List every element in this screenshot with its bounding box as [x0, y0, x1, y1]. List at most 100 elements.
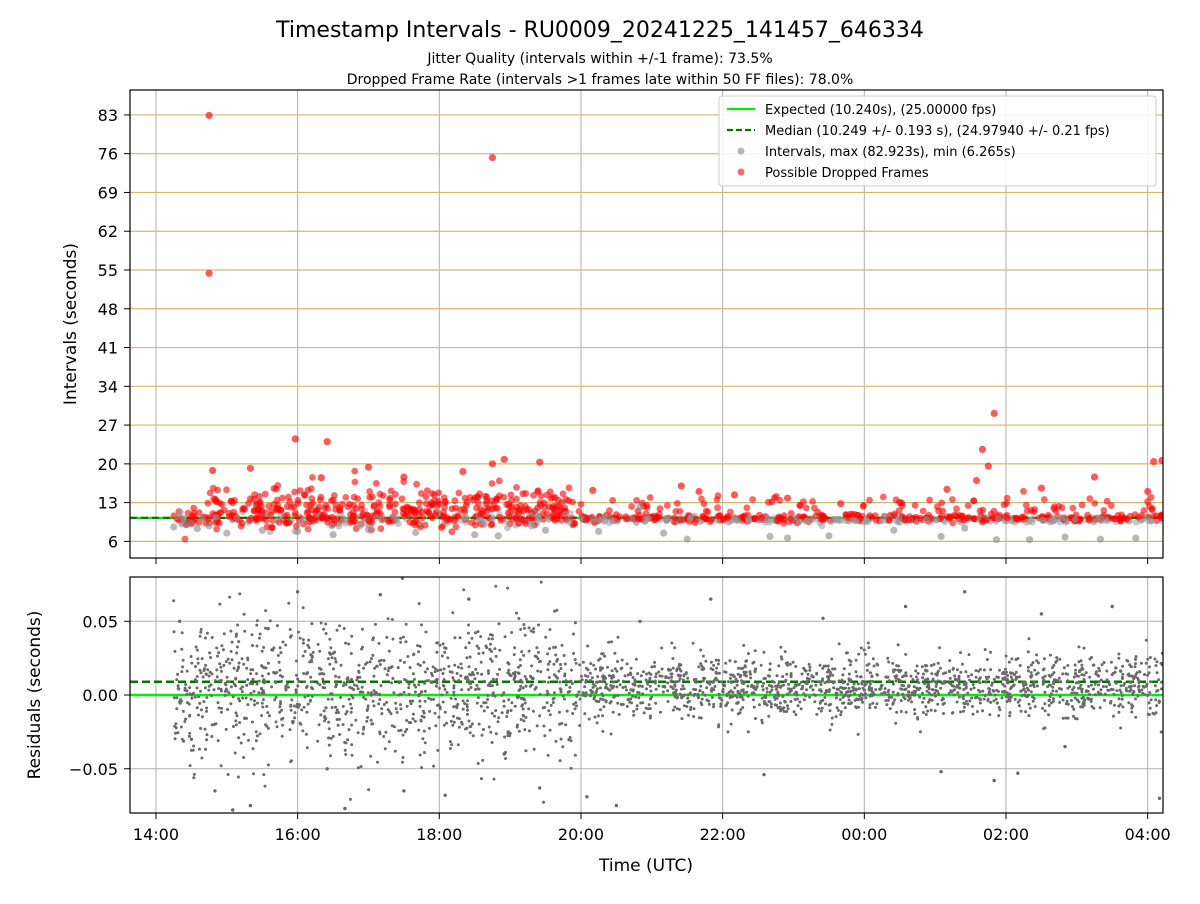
residual-cloud-point: [933, 663, 936, 666]
dropped-cloud-point: [185, 510, 192, 517]
residual-cloud-point: [925, 713, 928, 716]
residual-cloud-point: [306, 746, 309, 749]
residual-cloud-point: [864, 696, 867, 699]
residual-cloud-point: [561, 644, 564, 647]
interval-point: [495, 532, 502, 539]
residual-cloud-point: [784, 650, 787, 653]
residual-cloud-point: [1081, 706, 1084, 709]
residual-cloud-point: [901, 675, 904, 678]
interval-cloud-point: [566, 519, 573, 526]
residual-cloud-point: [323, 682, 326, 685]
residual-cloud-point: [439, 668, 442, 671]
interval-cloud-point: [567, 510, 574, 517]
residual-cloud-point: [431, 674, 434, 677]
residual-cloud-point: [935, 685, 938, 688]
residual-cloud-point: [844, 706, 847, 709]
dropped-cloud-point: [488, 522, 495, 529]
residual-cloud-point: [296, 703, 299, 706]
residual-cloud-point: [399, 641, 402, 644]
residual-cloud-point: [228, 662, 231, 665]
chart-subtitle-dropped: Dropped Frame Rate (intervals >1 frames …: [347, 72, 854, 88]
residual-cloud-point: [416, 644, 419, 647]
residual-cloud-point: [1078, 645, 1081, 648]
residual-cloud-point: [672, 709, 675, 712]
residual-cloud-point: [397, 729, 400, 732]
residual-cloud-point: [622, 686, 625, 689]
interval-point: [766, 533, 773, 540]
residual-cloud-point: [337, 724, 340, 727]
residual-cloud-point: [1131, 705, 1134, 708]
residual-cloud-point: [764, 677, 767, 680]
dropped-cloud-point: [429, 490, 436, 497]
residual-cloud-point: [519, 685, 522, 688]
residual-cloud-point: [218, 707, 221, 710]
residual-cloud-point: [1049, 654, 1052, 657]
residual-cloud-point: [635, 708, 638, 711]
residual-cloud-point: [1083, 647, 1086, 650]
residual-cloud-point: [528, 626, 531, 629]
residual-cloud-point: [388, 740, 391, 743]
residual-cloud-point: [496, 683, 499, 686]
residual-cloud-point: [592, 664, 595, 667]
residual-cloud-point: [501, 711, 504, 714]
residual-cloud-point: [892, 683, 895, 686]
interval-cloud-point: [504, 525, 511, 532]
dropped-cloud-point: [240, 505, 247, 512]
residual-cloud-point: [293, 716, 296, 719]
residual-cloud-point: [401, 761, 404, 764]
residual-cloud-point: [971, 705, 974, 708]
interval-point: [170, 523, 177, 530]
residual-cloud-point: [524, 634, 527, 637]
residual-cloud-point: [473, 677, 476, 680]
residual-cloud-point: [335, 680, 338, 683]
residual-cloud-point: [1094, 693, 1097, 696]
residual-cloud-point: [988, 713, 991, 716]
residual-cloud-point: [553, 610, 556, 613]
residual-cloud-point: [1074, 664, 1077, 667]
residual-cloud-point: [681, 684, 684, 687]
residual-cloud-point: [762, 688, 765, 691]
residual-cloud-point: [1070, 699, 1073, 702]
residual-cloud-point: [173, 725, 176, 728]
residual-cloud-point: [633, 678, 636, 681]
residual-cloud-point: [256, 619, 259, 622]
residual-cloud-point: [227, 691, 230, 694]
residual-cloud-point: [790, 688, 793, 691]
residual-cloud-point: [679, 693, 682, 696]
residual-cloud-point: [242, 756, 245, 759]
residual-cloud-point: [1149, 707, 1152, 710]
residual-cloud-point: [327, 657, 330, 660]
residual-point: [503, 752, 506, 755]
residual-cloud-point: [480, 705, 483, 708]
dropped-cloud-point: [477, 511, 484, 518]
residual-cloud-point: [224, 694, 227, 697]
residual-cloud-point: [530, 664, 533, 667]
residual-cloud-point: [513, 676, 516, 679]
residual-cloud-point: [711, 696, 714, 699]
residual-cloud-point: [1148, 691, 1151, 694]
dropped-cloud-point: [349, 513, 356, 520]
dropped-cloud-point: [462, 495, 469, 502]
residual-cloud-point: [687, 714, 690, 717]
residual-cloud-point: [324, 717, 327, 720]
residual-cloud-point: [260, 714, 263, 717]
residual-cloud-point: [592, 683, 595, 686]
residual-cloud-point: [1130, 674, 1133, 677]
residual-cloud-point: [1001, 696, 1004, 699]
residual-cloud-point: [467, 624, 470, 627]
residual-cloud-point: [1024, 681, 1027, 684]
residual-cloud-point: [177, 688, 180, 691]
residual-cloud-point: [418, 693, 421, 696]
residual-cloud-point: [801, 673, 804, 676]
residual-cloud-point: [1148, 701, 1151, 704]
residual-cloud-point: [1004, 668, 1007, 671]
residual-cloud-point: [784, 680, 787, 683]
residual-cloud-point: [628, 701, 631, 704]
dropped-cloud-point: [949, 496, 956, 503]
residual-cloud-point: [196, 687, 199, 690]
residual-cloud-point: [862, 687, 865, 690]
residual-cloud-point: [233, 683, 236, 686]
residual-cloud-point: [563, 654, 566, 657]
residual-cloud-point: [237, 665, 240, 668]
residual-cloud-point: [241, 657, 244, 660]
